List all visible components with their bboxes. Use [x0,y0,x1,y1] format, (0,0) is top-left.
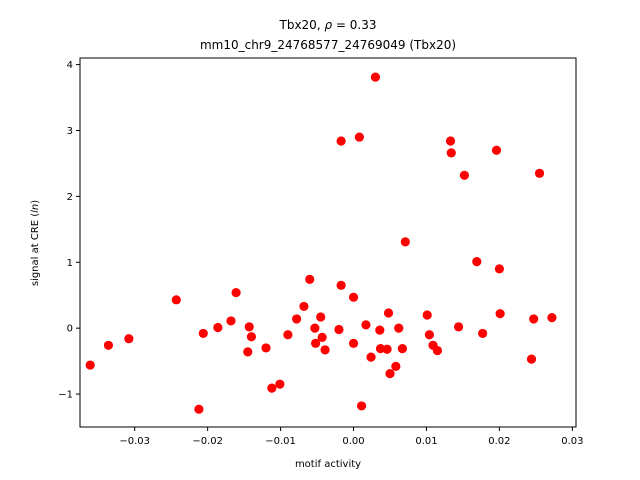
x-tick-label: −0.01 [265,436,296,447]
chart-title-line1: Tbx20, ρ = 0.33 [279,18,377,32]
data-point [491,145,502,155]
data-point [336,136,346,146]
data-point [354,132,364,142]
data-point [198,328,208,339]
data-point [213,322,223,333]
data-point [103,340,114,350]
data-point [292,314,302,324]
x-tick-label: 0.00 [342,436,364,447]
data-point [261,343,271,353]
data-point [385,369,395,379]
y-axis-ticks: −1 0 1 2 3 4 [58,60,80,401]
data-point [459,170,469,180]
data-point [356,401,367,411]
data-point [445,136,456,146]
x-tick-label: 0.01 [415,436,437,447]
data-point [124,334,134,344]
data-point [361,320,371,330]
plot-area-frame [79,57,577,428]
data-point [391,361,401,371]
y-tick-label: −1 [58,390,73,401]
y-tick-label: 0 [67,324,73,335]
data-point [275,379,285,389]
data-point [317,332,327,342]
data-point [375,325,385,335]
data-point [472,257,482,267]
data-point [453,322,464,332]
data-point [400,237,410,247]
data-point [194,404,204,414]
data-point [495,309,505,319]
data-point [244,322,254,332]
data-point [494,264,505,274]
y-tick-label: 3 [67,126,73,137]
data-point [397,343,407,354]
data-point [348,338,359,348]
data-point [310,323,320,333]
data-point [311,338,321,348]
x-axis-ticks: −0.03 −0.02 −0.01 0.00 0.01 0.02 0.03 [119,427,583,447]
data-point [529,314,539,324]
data-point [336,280,346,290]
data-point [334,324,344,335]
points-layer [85,72,557,414]
x-tick-label: −0.02 [192,436,223,447]
data-point [171,295,181,305]
data-point [231,287,241,298]
data-point [316,312,326,322]
data-point [394,323,404,333]
data-point [283,330,293,340]
data-point [299,301,309,312]
data-point [243,347,253,357]
data-point [305,274,315,284]
data-point [320,345,330,355]
y-tick-label: 1 [67,258,73,269]
data-point [267,383,277,393]
data-point [478,328,488,339]
data-point [446,148,456,158]
data-point [424,330,434,340]
x-tick-label: 0.03 [561,436,583,447]
y-tick-label: 4 [67,60,73,71]
y-tick-label: 2 [67,192,73,203]
y-axis-label: signal at CRE (ln) [30,200,41,286]
chart-title-line2: mm10_chr9_24768577_24769049 (Tbx20) [200,38,456,52]
data-point [526,354,537,364]
data-point [85,360,95,370]
data-point [246,332,257,342]
data-point [547,313,557,323]
data-point [382,344,392,354]
x-tick-label: 0.02 [488,436,510,447]
x-axis-label: motif activity [295,459,361,470]
data-point [432,345,443,356]
data-point [366,352,376,362]
data-point [383,308,394,318]
data-point [422,310,432,320]
x-tick-label: −0.03 [119,436,150,447]
data-point [370,72,381,82]
data-point [226,316,236,326]
data-point [348,292,359,302]
data-point [534,168,545,178]
